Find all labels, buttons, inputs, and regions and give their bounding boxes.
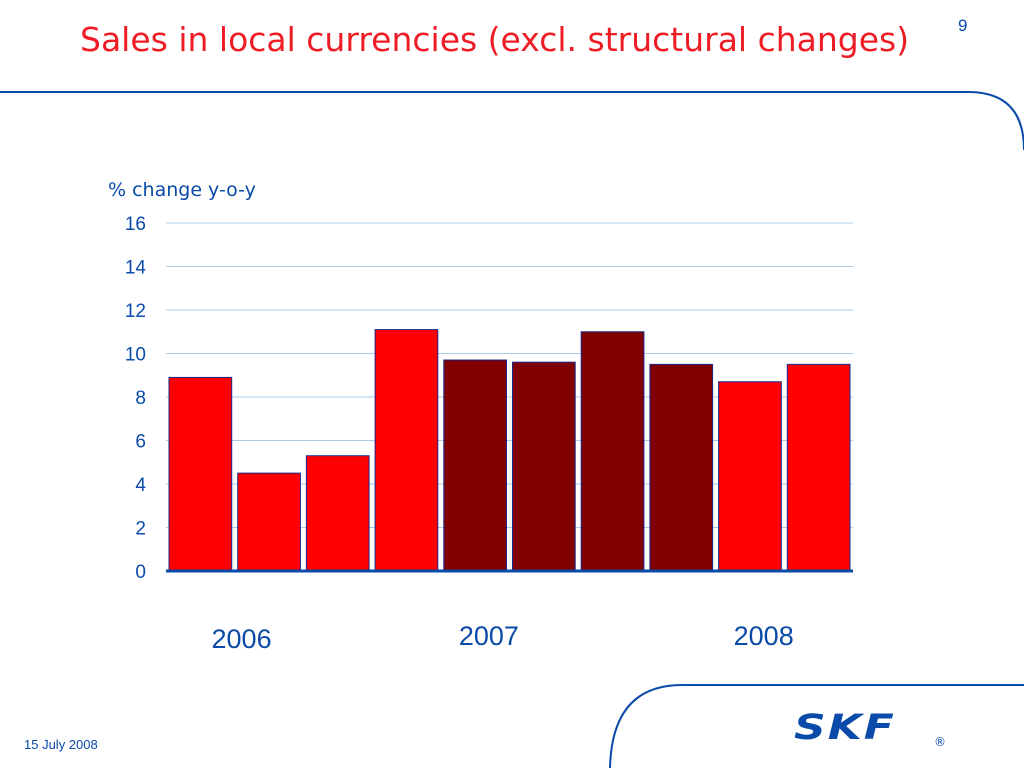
year-label: 2008 [734, 621, 794, 651]
y-tick-label: 16 [125, 214, 146, 235]
bar [443, 359, 507, 572]
bar [580, 331, 645, 572]
y-tick-label: 4 [135, 475, 146, 496]
bar [237, 472, 301, 572]
year-label: 2007 [459, 621, 519, 651]
y-tick-label: 8 [135, 388, 146, 409]
y-tick-label: 0 [135, 562, 146, 583]
bar [374, 329, 439, 572]
bar [718, 381, 782, 572]
bar [786, 363, 851, 572]
y-tick-label: 6 [135, 432, 146, 453]
y-axis-label: % change y-o-y [108, 179, 256, 201]
y-tick-label: 2 [135, 519, 146, 540]
skf-logo: SKF [794, 708, 896, 748]
year-label: 2006 [212, 624, 272, 654]
footer-date: 15 July 2008 [24, 737, 98, 752]
header-rule [0, 91, 1024, 151]
bar [649, 363, 714, 572]
y-tick-label: 14 [125, 258, 147, 279]
page-number: 9 [958, 16, 968, 35]
y-tick-label: 12 [125, 301, 146, 322]
registered-mark-icon: ® [934, 735, 946, 749]
y-tick-label: 10 [125, 345, 146, 366]
footer-arc [609, 684, 1024, 768]
slide-title: Sales in local currencies (excl. structu… [80, 20, 910, 59]
bar [168, 376, 233, 572]
bar [305, 455, 370, 572]
bar [512, 361, 576, 572]
